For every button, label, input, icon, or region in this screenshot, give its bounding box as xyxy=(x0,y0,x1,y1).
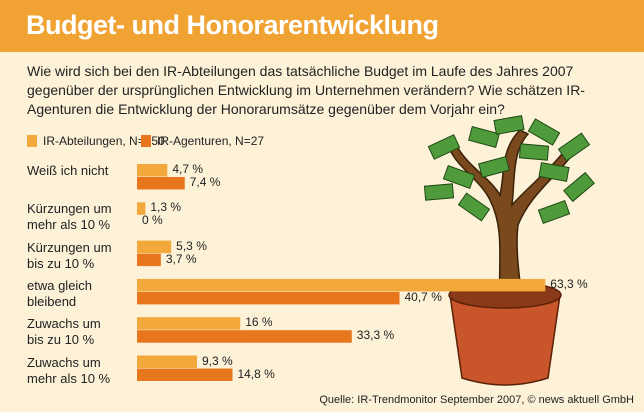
value-label: 0 % xyxy=(142,213,163,228)
value-label: 4,7 % xyxy=(172,162,203,176)
source-note: Quelle: IR-Trendmonitor September 2007, … xyxy=(319,394,634,406)
bar xyxy=(137,355,197,368)
value-label: 40,7 % xyxy=(404,289,442,304)
value-label: 9,3 % xyxy=(201,353,233,368)
category-label: etwa gleich bleibend xyxy=(27,277,93,309)
legend-swatch xyxy=(27,135,37,147)
bar xyxy=(137,291,400,305)
category-label: Zuwachs um mehr als 10 % xyxy=(27,354,111,386)
value-label: 16 % xyxy=(245,315,273,330)
category-label: Weiß ich nicht xyxy=(27,163,109,178)
category-label: Zuwachs um bis zu 10 % xyxy=(27,316,101,348)
bar xyxy=(137,368,233,381)
chart-title: Budget- und Honorarentwicklung xyxy=(26,10,439,40)
category-label: Kürzungen um bis zu 10 % xyxy=(27,239,112,271)
money-tree xyxy=(423,115,595,386)
bar xyxy=(137,278,546,292)
bar xyxy=(137,240,172,254)
legend-swatch xyxy=(141,135,151,147)
value-label: 14,8 % xyxy=(237,366,275,381)
bar xyxy=(137,330,352,343)
header-band xyxy=(0,0,644,52)
bar xyxy=(137,317,241,330)
value-label: 33,3 % xyxy=(356,328,395,343)
chart-subtitle: Wie wird sich bei den IR-Abteilungen das… xyxy=(27,63,585,117)
value-label: 1,3 % xyxy=(150,200,182,215)
value-label: 5,3 % xyxy=(176,238,207,253)
bar xyxy=(137,164,168,177)
bar xyxy=(137,177,185,190)
category-label: Kürzungen um mehr als 10 % xyxy=(27,201,112,233)
legend-item: IR-Agenturen, N=27 xyxy=(141,134,264,148)
value-label: 63,3 % xyxy=(550,276,588,291)
legend-label: IR-Abteilungen, N=150 xyxy=(43,134,165,148)
value-label: 3,7 % xyxy=(165,251,197,266)
legend-label: IR-Agenturen, N=27 xyxy=(157,134,265,148)
value-label: 7,4 % xyxy=(189,175,221,189)
bar xyxy=(137,253,161,267)
legend-item: IR-Abteilungen, N=150 xyxy=(27,134,165,148)
bar xyxy=(137,202,146,215)
